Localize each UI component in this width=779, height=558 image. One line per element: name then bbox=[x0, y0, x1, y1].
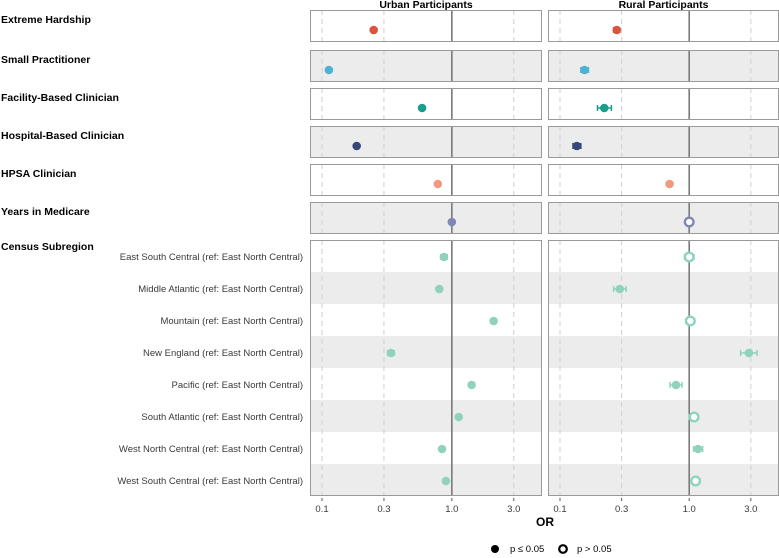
row-shade bbox=[548, 272, 779, 304]
x-axis-title: OR bbox=[536, 515, 554, 529]
panel-border bbox=[548, 164, 779, 196]
point-estimate-urban bbox=[437, 444, 447, 454]
legend-label: p ≤ 0.05 bbox=[510, 544, 544, 555]
panel-border bbox=[548, 10, 779, 42]
group-label: Years in Medicare bbox=[1, 206, 90, 218]
point-estimate-rural bbox=[580, 65, 589, 75]
legend-marker-hollow bbox=[558, 544, 568, 554]
row-shade bbox=[548, 336, 779, 368]
group-label: Facility-Based Clinician bbox=[1, 92, 119, 104]
panel-border bbox=[310, 240, 542, 496]
x-tick-label: 0.3 bbox=[377, 504, 390, 515]
x-tick-label: 1.0 bbox=[445, 504, 458, 515]
point-estimate-urban bbox=[434, 284, 444, 294]
row-shade bbox=[310, 400, 542, 432]
point-estimate-rural bbox=[572, 141, 582, 151]
group-label: Census Subregion bbox=[1, 241, 94, 253]
row-label: Pacific (ref: East North Central) bbox=[172, 380, 303, 391]
row-label: Mountain (ref: East North Central) bbox=[160, 316, 303, 327]
row-shade bbox=[310, 126, 542, 158]
panel-title-rural: Rural Participants bbox=[619, 0, 709, 11]
group-label: Small Practitioner bbox=[1, 54, 90, 66]
row-label: East South Central (ref: East North Cent… bbox=[120, 252, 303, 263]
panel-border bbox=[310, 88, 542, 120]
group-label: Extreme Hardship bbox=[1, 14, 91, 26]
point-estimate-rural bbox=[615, 284, 625, 294]
point-estimate-rural bbox=[671, 380, 681, 390]
legend-marker-filled bbox=[491, 545, 499, 553]
group-label: Hospital-Based Clinician bbox=[1, 130, 124, 142]
panel-border bbox=[310, 126, 542, 158]
point-estimate-rural bbox=[693, 444, 703, 454]
point-estimate-urban bbox=[433, 179, 443, 189]
x-tick-label: 3.0 bbox=[507, 504, 520, 515]
x-tick-label: 3.0 bbox=[744, 504, 757, 515]
point-estimate-rural bbox=[744, 348, 754, 358]
point-estimate-urban bbox=[417, 103, 427, 113]
point-estimate-rural bbox=[599, 103, 609, 113]
panel-border bbox=[310, 202, 542, 234]
point-estimate-rural bbox=[688, 411, 700, 423]
x-tick-label: 0.3 bbox=[615, 504, 628, 515]
panel-border bbox=[310, 10, 542, 42]
row-shade bbox=[548, 50, 779, 82]
point-estimate-urban bbox=[439, 252, 449, 262]
row-shade bbox=[310, 202, 542, 234]
point-estimate-rural bbox=[684, 315, 696, 327]
row-shade bbox=[548, 202, 779, 234]
panel-border bbox=[310, 50, 542, 82]
point-estimate-rural bbox=[612, 25, 622, 35]
point-estimate-rural bbox=[683, 216, 695, 228]
row-shade bbox=[548, 400, 779, 432]
row-label: West North Central (ref: East North Cent… bbox=[119, 444, 303, 455]
point-estimate-urban bbox=[352, 141, 361, 151]
legend-label: p > 0.05 bbox=[577, 544, 612, 555]
x-tick-label: 0.1 bbox=[315, 504, 328, 515]
row-label: New England (ref: East North Central) bbox=[143, 348, 303, 359]
point-estimate-rural bbox=[683, 251, 695, 263]
point-estimate-urban bbox=[386, 348, 396, 358]
point-estimate-urban bbox=[454, 412, 464, 422]
point-estimate-urban bbox=[447, 217, 457, 227]
group-label: HPSA Clinician bbox=[1, 168, 76, 180]
row-shade bbox=[310, 464, 542, 496]
point-estimate-urban bbox=[489, 316, 498, 326]
row-shade bbox=[310, 336, 542, 368]
point-estimate-urban bbox=[369, 25, 378, 35]
point-estimate-rural bbox=[665, 179, 674, 189]
panel-title-urban: Urban Participants bbox=[379, 0, 473, 11]
panel-border bbox=[548, 88, 779, 120]
row-shade bbox=[310, 272, 542, 304]
x-tick-label: 0.1 bbox=[553, 504, 566, 515]
row-shade bbox=[548, 464, 779, 496]
x-tick-label: 1.0 bbox=[683, 504, 696, 515]
point-estimate-rural bbox=[690, 475, 702, 487]
row-label: South Atlantic (ref: East North Central) bbox=[141, 412, 303, 423]
point-estimate-urban bbox=[324, 65, 334, 75]
row-label: West South Central (ref: East North Cent… bbox=[117, 476, 303, 487]
point-estimate-urban bbox=[441, 476, 451, 486]
row-label: Middle Atlantic (ref: East North Central… bbox=[138, 284, 303, 295]
row-shade bbox=[548, 126, 779, 158]
row-shade bbox=[310, 50, 542, 82]
panel-border bbox=[310, 164, 542, 196]
point-estimate-urban bbox=[467, 380, 476, 390]
